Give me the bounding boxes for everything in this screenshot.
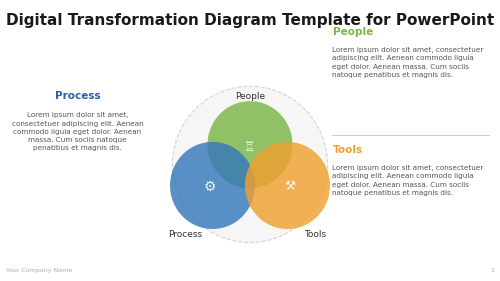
Ellipse shape — [245, 142, 330, 229]
Text: Process: Process — [54, 91, 100, 101]
Text: Tools: Tools — [304, 230, 326, 239]
Text: Lorem ipsum dolor sit amet, consectetuer
adipiscing elit. Aenean commodo ligula
: Lorem ipsum dolor sit amet, consectetuer… — [332, 47, 484, 78]
Text: People: People — [235, 92, 265, 101]
Text: ⚒: ⚒ — [284, 180, 296, 193]
Text: ♖: ♖ — [244, 141, 256, 154]
Text: Your Company Name: Your Company Name — [6, 268, 72, 273]
Ellipse shape — [170, 142, 255, 229]
Text: ⚙: ⚙ — [204, 180, 216, 194]
Ellipse shape — [172, 86, 328, 243]
Text: Process: Process — [168, 230, 202, 239]
Ellipse shape — [208, 101, 292, 188]
Text: Lorem ipsum dolor sit amet,
consectetuer adipiscing elit. Aenean
commodo ligula : Lorem ipsum dolor sit amet, consectetuer… — [12, 112, 143, 151]
Text: Tools: Tools — [332, 144, 362, 155]
Text: People: People — [332, 26, 373, 37]
Text: Digital Transformation Diagram Template for PowerPoint: Digital Transformation Diagram Template … — [6, 13, 494, 28]
Text: 1: 1 — [490, 268, 494, 273]
Text: Lorem ipsum dolor sit amet, consectetuer
adipiscing elit. Aenean commodo ligula
: Lorem ipsum dolor sit amet, consectetuer… — [332, 165, 484, 196]
